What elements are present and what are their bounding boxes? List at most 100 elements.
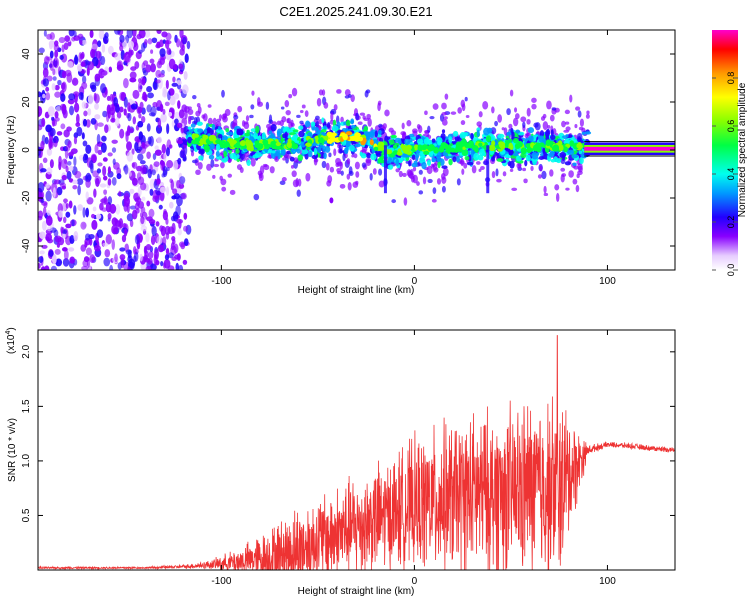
spectrogram-cell <box>76 178 84 186</box>
spectrogram-cell <box>365 159 372 166</box>
spectrogram-cell <box>158 204 163 210</box>
spectrogram-cell <box>400 144 405 149</box>
spectrogram-cell <box>73 56 79 65</box>
spectrogram-cell <box>159 190 165 202</box>
spectrogram-cell <box>520 147 527 155</box>
spectrogram-cell <box>537 174 543 179</box>
spectrogram-cell <box>216 118 222 123</box>
spectrogram-cell <box>58 155 62 167</box>
spectrogram-cell <box>279 180 286 186</box>
spectrogram-cell <box>488 144 496 152</box>
spectrogram-cell <box>145 244 152 251</box>
spectrogram-cell <box>444 93 449 100</box>
spectrogram-cell <box>294 140 300 144</box>
spectrogram-cell <box>143 93 148 102</box>
spectrogram-cell <box>256 135 262 141</box>
spectrogram-cell <box>413 144 419 151</box>
spectrogram-cell <box>85 119 91 128</box>
spectrogram-cell <box>347 181 352 191</box>
spectrogram-cell <box>120 257 125 269</box>
spectrogram-cell <box>285 110 291 116</box>
colorbar-gradient <box>712 30 738 270</box>
spectrogram-cell <box>175 205 181 217</box>
spectrogram-cell <box>109 203 117 214</box>
spectrogram-cell <box>335 157 342 165</box>
spectrogram-cell <box>52 187 56 198</box>
spectrogram-cell <box>46 147 53 156</box>
spectrogram-cell <box>293 160 298 169</box>
spectrogram-cell <box>550 129 554 137</box>
spectrogram-cell <box>168 144 173 149</box>
spectrogram-cell <box>190 123 196 128</box>
spectrogram-cell <box>323 152 327 160</box>
spectrogram-cell <box>249 114 254 119</box>
spectrogram-cell <box>290 119 294 127</box>
spectrogram-cell <box>64 148 69 159</box>
spectrogram-cell <box>476 129 480 138</box>
spectrogram-cell <box>46 33 53 40</box>
spectrogram-cell <box>97 40 102 48</box>
spectrogram-cell <box>115 104 120 113</box>
spectrogram-cell <box>464 96 468 102</box>
spectrogram-cell <box>526 107 531 117</box>
spectrogram-cell <box>82 140 88 147</box>
spectrogram-cell <box>179 176 186 185</box>
spectrogram-cell <box>344 147 349 155</box>
spectrogram-cell <box>491 106 495 114</box>
spectrogram-cell <box>516 162 522 169</box>
spectrogram-cell <box>42 206 47 217</box>
snr-ytick-label: 2.0 <box>21 344 32 358</box>
spectrogram-cell <box>101 135 107 142</box>
spectrogram-cell <box>171 222 176 234</box>
spectrogram-cell <box>432 103 439 110</box>
spectrogram-cell <box>250 104 255 110</box>
spectrogram-cell <box>150 234 156 246</box>
spectrogram-cell <box>485 135 492 143</box>
svg-text:(x104): (x104) <box>5 327 17 354</box>
spectrogram-cell <box>73 231 79 242</box>
spectrogram-cell <box>60 82 66 90</box>
spectrogram-cell <box>96 133 101 145</box>
spectrogram-cell <box>286 141 292 148</box>
spectrogram-cell <box>146 104 152 113</box>
spectrogram-cell <box>208 154 215 160</box>
spectrogram-cell <box>56 131 63 136</box>
spectrogram-cell <box>107 152 113 157</box>
spectrogram-cell <box>475 161 481 165</box>
spectrogram-cell <box>561 120 566 128</box>
spectrogram-cell <box>124 164 129 175</box>
spectrogram-cell <box>357 121 363 126</box>
spectrogram-cell <box>276 120 281 126</box>
spectrogram-cell <box>321 117 325 124</box>
spectrogram-cell <box>96 168 102 174</box>
spectrogram-cell <box>85 144 92 155</box>
spectrogram-cell <box>545 139 551 147</box>
spectrogram-cell <box>449 148 457 153</box>
spectrogram-cell <box>226 131 234 136</box>
spectrogram-cell <box>39 250 45 255</box>
spectrogram-cell <box>156 136 162 144</box>
spectrogram-cell <box>65 144 71 152</box>
spectrogram-cell <box>54 235 62 243</box>
spectrogram-cell <box>38 146 42 157</box>
spectrogram-cell <box>305 172 311 182</box>
spectrogram-cell <box>100 70 108 76</box>
spectrogram-cell <box>176 38 181 48</box>
spectrogram-cell <box>478 111 483 118</box>
spectrogram-cell <box>62 109 68 119</box>
spectrogram-cell <box>326 139 332 144</box>
spectrogram-cell <box>314 115 320 121</box>
spectrogram-cell <box>89 159 94 170</box>
spectrogram-cell <box>528 135 534 142</box>
spectrogram-cell <box>378 180 385 188</box>
spectrogram-cell <box>171 235 176 242</box>
spectrogram-cell <box>313 147 318 156</box>
spectrogram-cell <box>426 145 432 150</box>
spectrogram-cell <box>97 162 103 167</box>
spectrogram-cell <box>323 101 329 109</box>
spectrogram-cell <box>77 204 84 211</box>
spectrogram-cell <box>291 143 299 150</box>
spectrogram-cell <box>155 124 163 134</box>
spectrogram-cell <box>203 129 208 134</box>
spectrogram-cell <box>129 188 135 194</box>
